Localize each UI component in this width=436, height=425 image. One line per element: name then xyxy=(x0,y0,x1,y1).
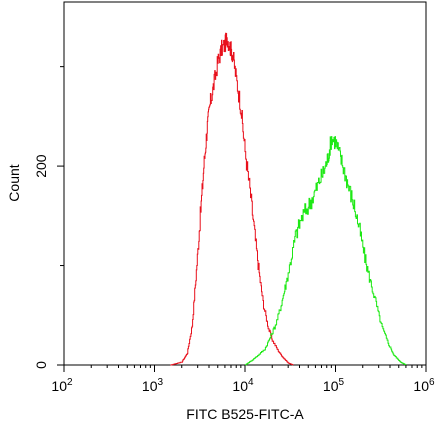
y-tick-label: 200 xyxy=(33,154,49,178)
x-axis: 102 103 104 105 106 xyxy=(51,365,435,394)
x-tick-label: 104 xyxy=(232,377,254,394)
plot-frame xyxy=(63,1,427,366)
x-tick-label: 102 xyxy=(51,377,73,394)
y-tick-label: 0 xyxy=(33,361,49,369)
series-2-line xyxy=(245,136,407,366)
x-axis-label: FITC B525-FITC-A xyxy=(186,406,304,422)
x-tick-label: 103 xyxy=(142,377,164,394)
y-axis: 0 200 xyxy=(33,66,64,369)
y-axis-label: Count xyxy=(6,164,22,201)
series-layer xyxy=(170,32,407,366)
x-tick-label: 106 xyxy=(413,377,435,394)
x-tick-label: 105 xyxy=(323,377,345,394)
series-1-line xyxy=(170,32,294,366)
